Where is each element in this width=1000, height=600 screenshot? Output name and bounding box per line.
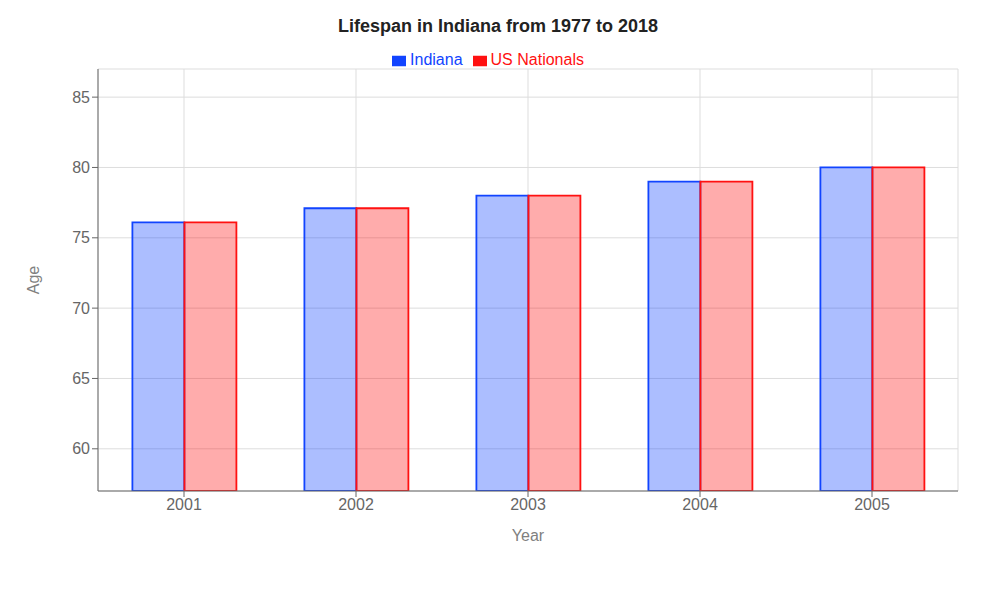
svg-text:Year: Year xyxy=(512,527,545,544)
svg-text:65: 65 xyxy=(72,370,90,387)
svg-text:75: 75 xyxy=(72,229,90,246)
html-text:Indiana: Indiana xyxy=(410,51,463,68)
svg-text:Age: Age xyxy=(25,266,42,295)
svg-text:60: 60 xyxy=(72,440,90,457)
svg-text:2004: 2004 xyxy=(682,496,718,513)
svg-text:85: 85 xyxy=(72,89,90,106)
svg-text:80: 80 xyxy=(72,159,90,176)
svg-text:2005: 2005 xyxy=(854,496,890,513)
svg-text:2002: 2002 xyxy=(338,496,374,513)
html-text:US Nationals: US Nationals xyxy=(490,51,584,68)
svg-text:2001: 2001 xyxy=(166,496,202,513)
svg-text:2003: 2003 xyxy=(510,496,546,513)
svg-text:70: 70 xyxy=(72,300,90,317)
html-text:Lifespan in Indiana from 1977: Lifespan in Indiana from 1977 to 2018 xyxy=(337,16,658,36)
